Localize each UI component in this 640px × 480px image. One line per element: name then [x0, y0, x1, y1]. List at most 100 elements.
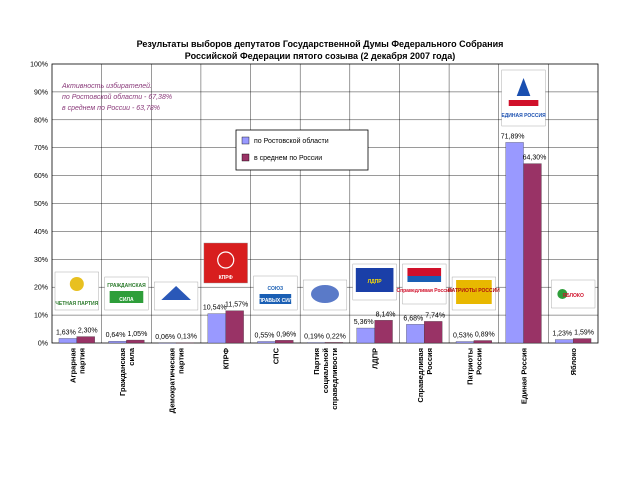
bar	[374, 320, 393, 344]
bar	[58, 338, 77, 344]
bar	[473, 340, 492, 344]
logo-gs-band	[109, 291, 144, 303]
logo-kprf-text: КПРФ	[219, 275, 234, 281]
logo-gs-text: СИЛА	[119, 297, 134, 303]
data-label: 5,36%	[354, 319, 374, 326]
logo-ldpr-band	[355, 268, 394, 292]
bar	[207, 313, 226, 344]
legend-swatch-rostov	[241, 136, 250, 145]
category-label-text: Яблоко	[569, 348, 578, 376]
category-label-text: Демократическаяпартия	[168, 348, 186, 413]
bar	[505, 142, 524, 344]
bars	[58, 142, 592, 344]
y-tick-label: 10%	[34, 313, 48, 320]
legend-label-rostov: по Ростовской области	[254, 137, 329, 145]
party-logo-box	[253, 275, 298, 311]
category-label-text: Гражданскаясила	[118, 347, 136, 396]
bar	[158, 342, 177, 344]
logo-ldpr-text: ЛДПР	[368, 279, 383, 285]
data-label: 0,89%	[475, 332, 495, 339]
y-tick-label: 50%	[34, 201, 48, 208]
data-label: 1,59%	[574, 330, 594, 337]
bar	[555, 339, 574, 344]
category-label-text: СПС	[271, 347, 280, 364]
data-label: 1,05%	[127, 331, 147, 338]
category-label: Яблоко	[569, 348, 578, 376]
logo-sps-top: СОЮЗ	[268, 286, 284, 292]
y-tick-label: 0%	[38, 341, 48, 348]
logo-sr-flag-red	[407, 268, 442, 276]
legend-swatch-russia	[241, 153, 250, 162]
logo-agrarian-text: ЧЕТНАЯ ПАРТИЯ	[55, 301, 98, 307]
y-tick-label: 40%	[34, 229, 48, 236]
y-tick-label: 60%	[34, 173, 48, 180]
logo-pr-band	[456, 280, 492, 304]
category-label: Аграрнаяпартия	[68, 348, 86, 383]
bar	[424, 321, 443, 344]
party-logo-box	[203, 242, 248, 284]
category-label-text: Единая Россия	[520, 348, 529, 404]
data-label: 8,14%	[376, 311, 396, 318]
bar	[108, 341, 127, 344]
category-label-text: КПРФ	[222, 347, 231, 369]
legend-box	[235, 129, 369, 171]
bar	[523, 163, 542, 344]
eagle-icon	[161, 286, 191, 300]
category-label-text: Аграрнаяпартия	[68, 348, 86, 383]
data-label: 0,64%	[106, 332, 126, 339]
data-label: 0,22%	[326, 333, 346, 340]
category-label: ПатриотыРоссии	[465, 348, 483, 385]
data-label: 0,96%	[276, 331, 296, 338]
data-label: 7,74%	[425, 312, 445, 319]
category-label: Гражданскаясила	[118, 347, 136, 396]
logo-pr-text: ПАТРИОТЫ РОССИИ	[448, 288, 500, 294]
turnout-russia: в среднем по России - 63,78%	[62, 104, 160, 112]
hammer-sickle-icon	[217, 251, 235, 269]
category-labels: Аграрнаяпартия Гражданскаясила Демократиче…	[68, 347, 578, 413]
y-axis-ticks: 0% 10% 20% 30% 40% 50% 60% 70% 80% 90% 100%	[30, 62, 48, 348]
category-label: Партиясоциальнойсправедливости	[312, 348, 339, 410]
category-label: Демократическаяпартия	[168, 348, 186, 413]
y-tick-label: 80%	[34, 117, 48, 124]
legend-label-russia: в среднем по России	[254, 155, 322, 162]
logo-sr-text: Справедливая Россия	[397, 288, 453, 294]
category-label-text: ЛДПР	[371, 348, 380, 369]
category-label-text: Партиясоциальнойсправедливости	[312, 348, 339, 410]
data-label: 71,89%	[501, 133, 525, 140]
bar	[573, 338, 592, 344]
bar	[275, 340, 294, 344]
bar	[306, 342, 326, 344]
category-label: КПРФ	[222, 347, 231, 369]
apple-icon	[557, 289, 568, 299]
bar	[324, 342, 344, 344]
bar	[126, 339, 145, 344]
bar	[356, 327, 375, 344]
turnout-rostov: по Ростовской области - 67,38%	[62, 93, 172, 101]
category-label: СправедливаяРоссия	[416, 348, 434, 403]
category-label: ЛДПР	[371, 348, 380, 369]
data-label: 2,30%	[78, 328, 98, 335]
bar	[76, 336, 95, 344]
party-logos: ЧЕТНАЯ ПАРТИЯ ГРАЖДАНСКАЯ СИЛА КПРФ СОЮЗ ПРАВ…	[54, 69, 596, 311]
chart-title: Результаты выборов депутатов Государстве…	[137, 39, 504, 49]
data-label: 0,13%	[177, 334, 197, 341]
y-tick-label: 20%	[34, 285, 48, 292]
bar	[455, 341, 475, 344]
logo-sr-flag-blue	[407, 276, 442, 282]
logo-sps-band	[259, 294, 292, 304]
y-tick-label: 90%	[34, 89, 48, 96]
data-label: 1,23%	[552, 331, 572, 338]
y-tick-label: 70%	[34, 145, 48, 152]
y-tick-label: 30%	[34, 257, 48, 264]
wheat-icon	[69, 277, 84, 291]
data-label: 0,19%	[304, 333, 324, 340]
data-label: 0,55%	[254, 332, 274, 339]
data-label: 11,57%	[225, 302, 248, 309]
globe-icon	[311, 285, 339, 303]
category-label-text: СправедливаяРоссия	[416, 348, 434, 403]
legend: по Ростовской области в среднем по Росси…	[235, 129, 369, 171]
logo-yabloko-text: ЯБЛОКО	[562, 293, 584, 299]
chart-subtitle: Российской Федерации пятого созыва (2 де…	[185, 51, 455, 61]
data-label: 1,63%	[56, 329, 76, 336]
